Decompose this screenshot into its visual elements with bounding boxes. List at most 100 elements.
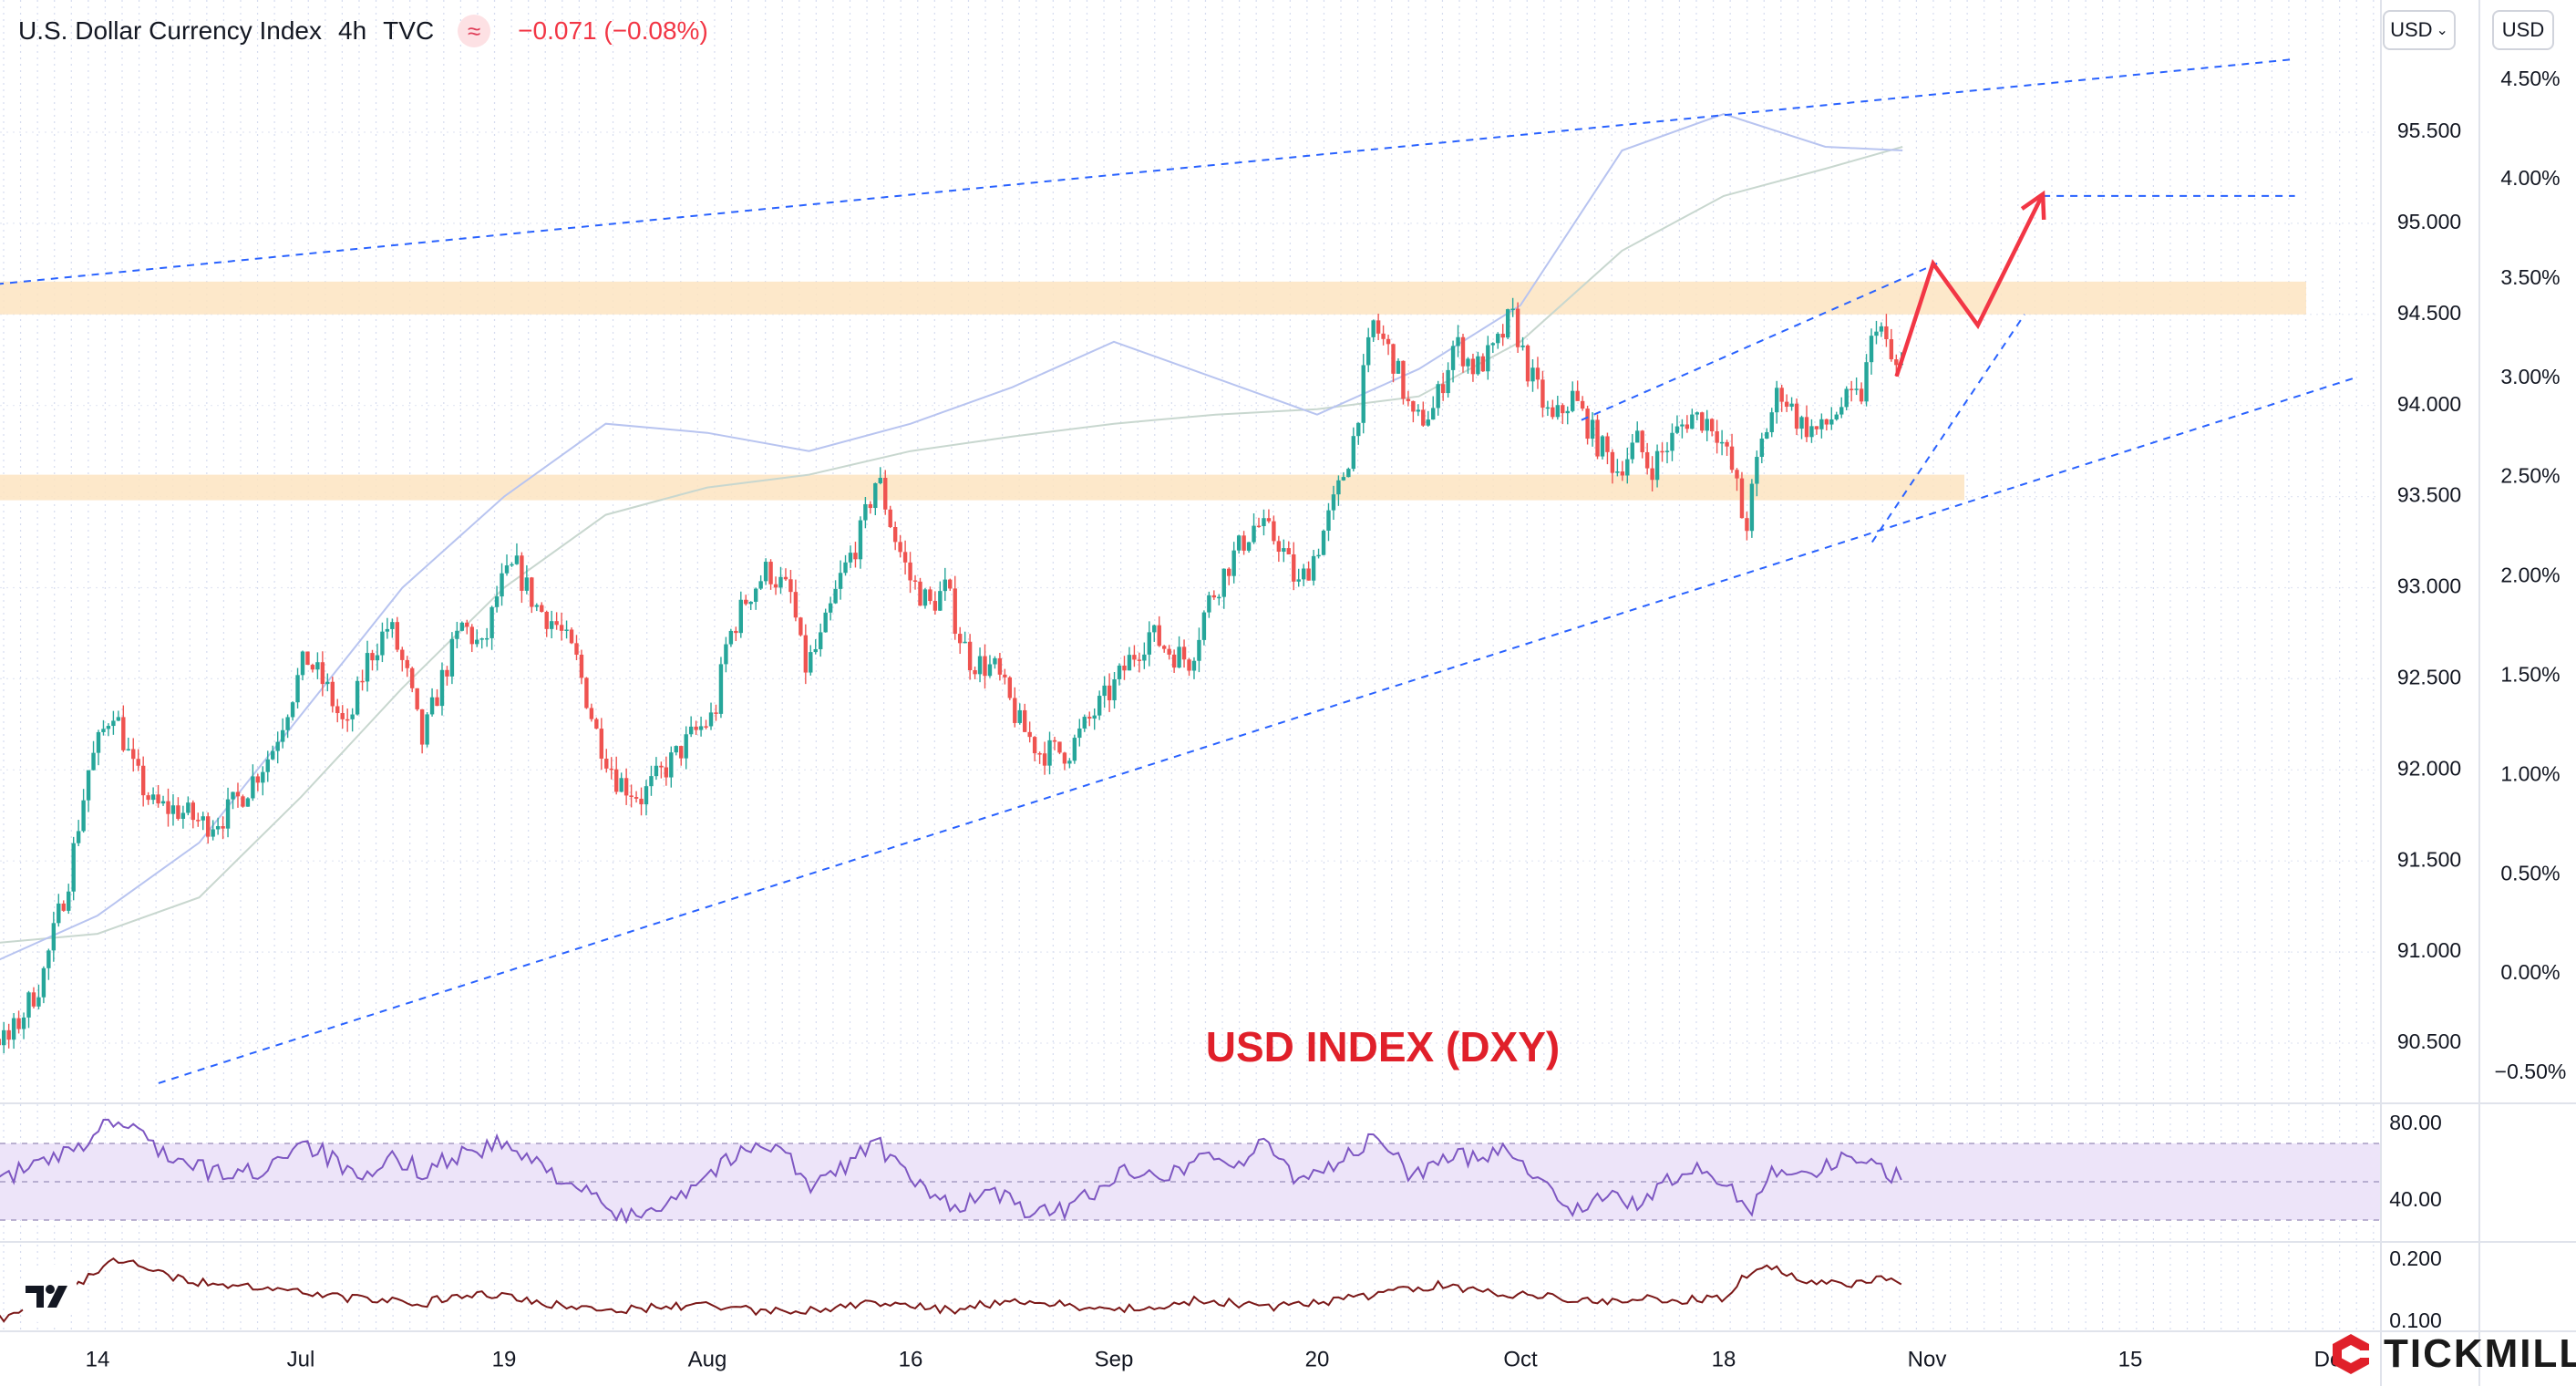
wedge-upper-line[interactable] <box>1581 262 1938 421</box>
candle-body <box>659 765 664 768</box>
candle-body <box>738 599 743 634</box>
candle-body <box>1326 510 1331 532</box>
candle-body <box>1276 541 1282 553</box>
candle-body <box>938 591 943 611</box>
candle-body <box>1406 398 1411 401</box>
candle-body <box>380 631 385 656</box>
candle-body <box>1644 451 1650 469</box>
candle-body <box>1884 326 1889 339</box>
channel-lower-line[interactable] <box>158 377 2354 1084</box>
candle-body <box>908 562 912 581</box>
forecast-arrowhead[interactable] <box>2020 190 2046 220</box>
time-tick-label: 18 <box>1712 1347 1736 1371</box>
candle-body <box>96 731 101 753</box>
price-tick-label: 90.500 <box>2397 1029 2461 1053</box>
candle-body <box>1077 728 1082 739</box>
candle-body <box>664 767 669 778</box>
candle-body <box>1719 441 1725 444</box>
trend-drawings[interactable] <box>0 58 2354 1084</box>
candle-body <box>933 601 938 611</box>
candle-body <box>1575 390 1580 401</box>
candle-body <box>1067 760 1072 764</box>
candle-body <box>1794 403 1799 429</box>
candle-body <box>973 669 977 675</box>
time-tick-label: Sep <box>1095 1347 1134 1371</box>
candle-body <box>1894 359 1899 366</box>
rsi-line <box>0 1118 1902 1225</box>
candle-body <box>231 791 235 800</box>
candle-body <box>1013 698 1017 723</box>
candle-body <box>902 552 908 563</box>
candle-body <box>669 752 674 778</box>
candle-body <box>46 950 51 968</box>
candle-body <box>61 903 66 911</box>
candle-body <box>604 759 609 769</box>
candle-body <box>166 801 170 814</box>
candle-body <box>1500 334 1505 338</box>
rsi-tick-label: 40.00 <box>2389 1187 2442 1211</box>
channel-upper-line[interactable] <box>0 58 2293 296</box>
candle-body <box>1809 426 1814 438</box>
candle-body <box>1201 612 1207 640</box>
percent-tick-label: 2.50% <box>2500 464 2560 488</box>
candle-body <box>390 622 395 629</box>
candle-body <box>1735 470 1739 479</box>
candle-body <box>225 799 231 829</box>
candle-body <box>91 752 96 771</box>
candle-body <box>335 706 340 714</box>
timeframe-label[interactable]: 4h <box>338 16 367 45</box>
candle-body <box>6 1029 11 1040</box>
candle-body <box>1765 431 1769 440</box>
candle-body <box>419 709 425 745</box>
candle-body <box>1187 659 1191 671</box>
currency-select[interactable]: USD ⌄ <box>2383 10 2456 50</box>
time-tick-label: 20 <box>1305 1347 1330 1371</box>
candle-body <box>1814 426 1819 429</box>
candle-body <box>1266 518 1272 522</box>
candle-body <box>734 630 738 634</box>
candle-body <box>1306 568 1311 581</box>
candle-body <box>1486 345 1490 372</box>
wedge-lower-line[interactable] <box>1870 314 2025 543</box>
candle-body <box>768 562 773 584</box>
candle-body <box>540 605 544 612</box>
candle-body <box>530 577 534 607</box>
percent-tick-label: 4.50% <box>2500 67 2560 90</box>
candle-body <box>1431 408 1436 420</box>
candle-body <box>1386 338 1391 345</box>
price-tick-label: 94.500 <box>2397 301 2461 325</box>
resistance-zone <box>0 474 1964 501</box>
candle-body <box>1779 388 1784 402</box>
percent-axis-currency[interactable]: USD <box>2492 10 2554 50</box>
forecast-path[interactable] <box>1894 192 2045 378</box>
candle-body <box>1 1029 6 1046</box>
candle-body <box>1167 648 1171 655</box>
candle-body <box>1446 369 1450 394</box>
candle-body <box>156 794 160 804</box>
candle-body <box>634 797 639 799</box>
candle-body <box>843 562 848 574</box>
candle-body <box>1032 737 1037 754</box>
candle-body <box>649 776 654 787</box>
candle-body <box>708 712 714 727</box>
candle-body <box>1351 436 1356 470</box>
candle-body <box>1102 685 1107 697</box>
ma-slow-line <box>0 146 1903 944</box>
candle-body <box>704 726 708 728</box>
candle-body <box>594 719 599 729</box>
waves-icon[interactable]: ≈ <box>458 15 491 47</box>
symbol-title[interactable]: U.S. Dollar Currency Index <box>18 16 323 45</box>
candle-body <box>1709 419 1715 432</box>
candle-body <box>833 588 838 604</box>
candle-body <box>300 651 305 676</box>
time-tick-label: 19 <box>492 1347 517 1371</box>
candle-body <box>1137 659 1142 661</box>
candle-body <box>170 805 176 814</box>
candle-body <box>799 617 803 636</box>
candle-body <box>1585 409 1590 440</box>
tradingview-logo-icon[interactable] <box>18 1264 78 1324</box>
candle-body <box>574 643 579 655</box>
candle-body <box>180 812 186 819</box>
candle-body <box>1551 407 1555 418</box>
